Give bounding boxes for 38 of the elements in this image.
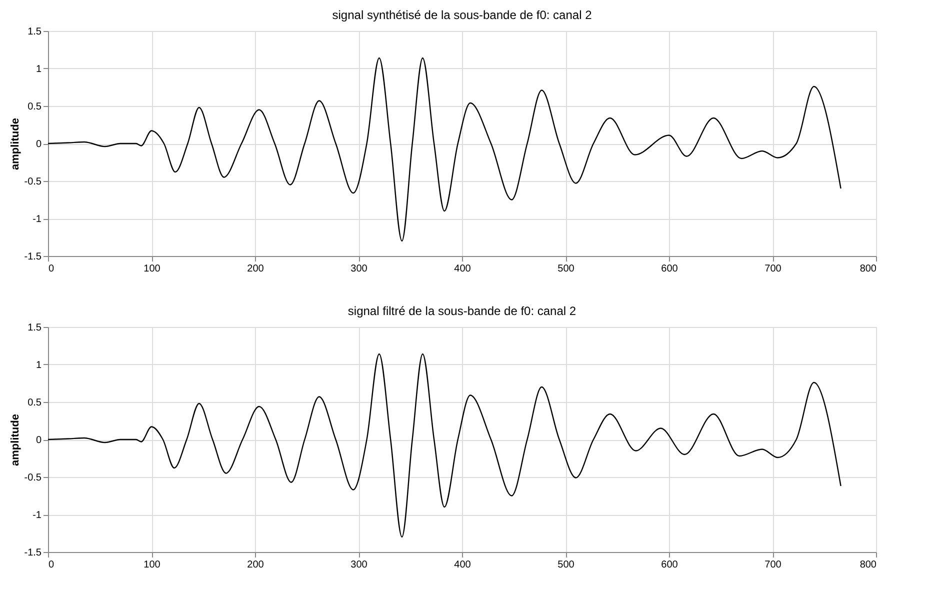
y-tick-label: 1.5 [28,322,42,334]
y-tick-label: 1 [36,64,42,75]
y-tick-label: 1 [36,360,42,371]
y-tick-label: -1 [32,214,42,225]
x-tick-label: 800 [860,264,877,274]
x-tick-label: 100 [144,264,161,274]
chart-title: signal filtré de la sous-bande de f0: canal 2 [348,304,576,318]
y-tick-label: -0.5 [24,176,42,188]
y-tick-label: 0 [36,139,42,150]
y-tick-label: -0.5 [24,472,42,484]
x-tick-label: 600 [661,264,678,274]
chart-title: signal synthétisé de la sous-bande de f0: canal 2 [332,8,592,22]
x-tick-label: 100 [144,560,161,570]
y-axis-title: amplitude [9,414,22,466]
x-tick-label: 400 [454,560,472,570]
x-tick-label: 400 [454,264,472,274]
x-tick-label: 200 [247,264,264,274]
y-tick-label: -1 [32,510,42,521]
x-tick-label: 300 [350,264,368,274]
x-tick-label: 500 [558,264,575,274]
x-tick-label: 800 [860,560,877,570]
x-tick-label: 700 [764,264,782,274]
line-series [48,353,842,538]
y-tick-label: -1.5 [24,548,42,558]
x-tick-label: 300 [350,560,368,570]
y-axis-title: amplitude [9,118,22,170]
y-tick-label: 0.5 [28,102,42,112]
y-tick-label: 0.5 [28,398,42,408]
line-series [48,57,842,242]
x-tick-label: 0 [48,560,54,570]
y-tick-label: 1.5 [28,26,42,38]
x-tick-label: 500 [558,560,575,570]
y-tick-label: -1.5 [24,252,42,262]
x-tick-label: 200 [247,560,264,570]
x-tick-label: 700 [764,560,782,570]
y-tick-label: 0 [36,435,42,446]
x-tick-label: 600 [661,560,678,570]
x-tick-label: 0 [48,264,54,274]
